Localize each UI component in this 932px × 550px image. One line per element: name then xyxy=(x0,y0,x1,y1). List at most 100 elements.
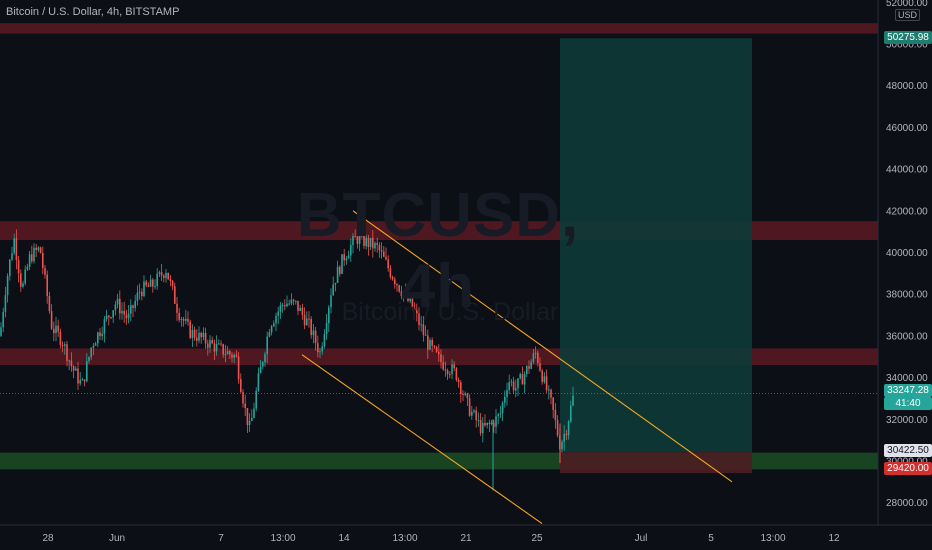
candle-body xyxy=(231,354,233,358)
candle-body xyxy=(490,422,493,424)
price-tick-label: 44000.00 xyxy=(886,165,928,176)
candle-body xyxy=(543,376,546,383)
candle-body xyxy=(442,362,444,370)
candle-body xyxy=(48,295,51,312)
candle-body xyxy=(429,339,431,350)
candle-body xyxy=(314,330,317,344)
candle-body xyxy=(156,273,158,287)
candle-body xyxy=(391,277,394,280)
candle-body xyxy=(97,332,99,344)
candle-body xyxy=(416,310,418,314)
candle-body xyxy=(453,364,455,369)
candle-body xyxy=(88,356,90,362)
candle-body xyxy=(171,280,174,287)
candle-body xyxy=(53,328,55,334)
candle-body xyxy=(103,319,106,334)
price-tick-label: 48000.00 xyxy=(886,81,928,92)
time-tick-label: 28 xyxy=(42,533,54,544)
candle-body xyxy=(275,315,277,324)
candle-body xyxy=(112,310,114,318)
candle-body xyxy=(132,305,134,308)
price-tick-label: 42000.00 xyxy=(886,206,928,217)
candle-body xyxy=(495,416,497,427)
chart-title[interactable]: Bitcoin / U.S. Dollar, 4h, BITSTAMP xyxy=(6,6,180,18)
candle-body xyxy=(383,251,385,257)
candle-body xyxy=(130,305,132,314)
candle-body xyxy=(182,319,185,321)
candle-body xyxy=(246,407,249,426)
candle-body xyxy=(378,244,381,251)
candle-body xyxy=(376,242,378,245)
candle-body xyxy=(297,300,299,311)
candle-body xyxy=(143,281,145,296)
candle-body xyxy=(119,298,121,314)
symbol-watermark-sub: Bitcoin / U.S. Dollar xyxy=(341,298,559,326)
currency-button[interactable]: USD xyxy=(895,9,921,21)
candle-body xyxy=(81,379,84,381)
candle-body xyxy=(189,321,191,338)
candle-body xyxy=(457,380,460,383)
time-tick-label: Jun xyxy=(109,533,125,544)
candle-body xyxy=(460,382,462,395)
candle-body xyxy=(561,441,563,450)
candle-body xyxy=(6,275,9,296)
candle-body xyxy=(550,389,552,398)
candle-body xyxy=(64,344,66,346)
candle-body xyxy=(328,307,330,324)
loss-zone xyxy=(560,452,752,474)
candle-body xyxy=(22,283,24,287)
symbol-watermark: BTCUSD, 4h xyxy=(296,181,580,321)
candle-body xyxy=(433,345,436,348)
candle-body xyxy=(39,247,42,254)
candle-body xyxy=(141,291,143,296)
candle-body xyxy=(479,419,482,434)
candle-body xyxy=(286,303,288,307)
candle-body xyxy=(248,421,251,426)
candle-body xyxy=(163,275,165,278)
time-tick-label: 13:00 xyxy=(270,533,295,544)
candle-body xyxy=(435,347,438,352)
candle-body xyxy=(515,388,517,391)
candle-body xyxy=(185,318,187,321)
candle-body xyxy=(262,362,264,367)
candle-body xyxy=(319,351,321,353)
candle-body xyxy=(473,410,475,412)
candle-body xyxy=(512,381,515,391)
candle-body xyxy=(215,343,218,352)
price-axis: 28000.0030000.0032000.0034000.0036000.00… xyxy=(877,0,928,525)
candle-body xyxy=(218,343,220,345)
candle-body xyxy=(440,354,442,363)
candle-body xyxy=(224,354,227,356)
candle-body xyxy=(35,247,37,250)
candle-body xyxy=(462,394,464,396)
time-tick-label: 13:00 xyxy=(392,533,417,544)
candle-body xyxy=(380,250,383,252)
candle-body xyxy=(446,370,449,375)
candle-body xyxy=(79,380,81,384)
candle-body xyxy=(405,292,407,294)
candle-body xyxy=(105,315,108,320)
candle-body xyxy=(57,325,59,332)
candle-body xyxy=(270,326,273,333)
candle-body xyxy=(257,373,260,391)
candle-body xyxy=(365,237,367,246)
candle-body xyxy=(402,293,405,297)
candle-body xyxy=(196,337,198,341)
candle-body xyxy=(519,374,521,379)
candle-body xyxy=(277,311,279,316)
candle-body xyxy=(268,332,271,337)
candle-body xyxy=(363,233,365,246)
candle-body xyxy=(451,364,453,375)
candle-body xyxy=(266,336,268,355)
candle-body xyxy=(554,409,557,421)
candle-body xyxy=(31,254,33,262)
candle-body xyxy=(413,308,416,311)
candle-body xyxy=(444,369,447,371)
time-tick-label: Jul xyxy=(635,533,648,544)
candle-body xyxy=(418,313,420,325)
price-tick-label: 32000.00 xyxy=(886,415,928,426)
candle-body xyxy=(354,236,356,238)
candle-body xyxy=(165,272,167,278)
candle-body xyxy=(301,307,304,315)
